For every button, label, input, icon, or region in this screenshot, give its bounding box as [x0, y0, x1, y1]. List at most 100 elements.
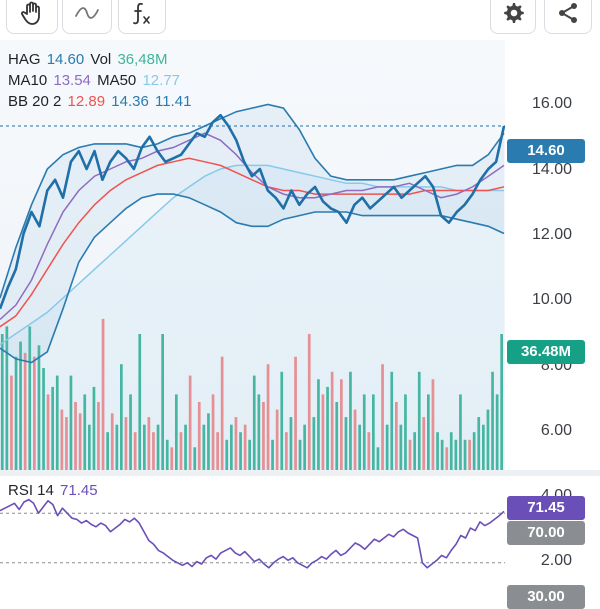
gear-icon: [504, 3, 524, 23]
rsi-label: RSI 14: [8, 482, 54, 499]
volume-bar: [69, 375, 73, 470]
ma50-value: 12.77: [142, 72, 180, 89]
volume-bar: [463, 439, 467, 470]
volume-bar: [495, 394, 499, 470]
volume-bar: [37, 345, 41, 470]
volume-bar: [115, 424, 119, 470]
draw-line-button[interactable]: [62, 0, 112, 34]
volume-bar: [285, 432, 288, 470]
volume-bar: [459, 394, 462, 470]
volume-bar: [175, 394, 178, 470]
volume-bar: [110, 413, 114, 470]
bb-middle-line: [0, 157, 505, 328]
fx-icon: [133, 2, 150, 25]
volume-bar: [5, 326, 9, 470]
volume-bar: [266, 364, 270, 470]
indicator-button[interactable]: [118, 0, 166, 34]
bb-mid-value: 12.89: [67, 93, 106, 110]
rsi-legend: RSI 14 71.45: [8, 481, 100, 501]
volume-bar: [28, 326, 32, 470]
volume-bar: [225, 439, 229, 470]
volume-bar: [298, 439, 302, 470]
bb-upper-value: 14.36: [111, 93, 149, 110]
symbol-label: HAG: [8, 51, 41, 68]
volume-bar: [23, 352, 27, 470]
volume-bar: [252, 375, 256, 470]
volume-bar: [165, 439, 169, 470]
volume-bar: [184, 424, 187, 470]
rsi-value: 71.45: [60, 482, 98, 499]
volume-bar: [330, 371, 334, 470]
share-button[interactable]: [544, 0, 592, 34]
volume-bar: [14, 356, 18, 470]
volume-bar: [60, 409, 64, 470]
volume-bar: [179, 432, 183, 470]
volume-bar: [10, 375, 13, 470]
volume-bar: [445, 447, 449, 470]
volume-bar: [289, 417, 293, 470]
price-tick: 16.00: [531, 95, 572, 112]
volume-bar: [381, 364, 384, 470]
ma10-value: 13.54: [53, 72, 91, 89]
volume-bar: [170, 447, 174, 470]
price-tick: 10.00: [531, 291, 572, 308]
volume-bar: [143, 424, 146, 470]
volume-bar: [92, 386, 96, 470]
volume-bar: [216, 432, 219, 470]
price-value: 14.60: [46, 51, 85, 68]
ma10-label: MA10: [8, 72, 48, 89]
volume-bar: [33, 356, 36, 470]
volume-bar: [202, 424, 206, 470]
volume-bar: [294, 356, 297, 470]
volume-bar: [353, 409, 357, 470]
wave-line-icon: [75, 7, 99, 19]
volume-bar: [500, 334, 503, 470]
pan-tool-button[interactable]: [6, 0, 58, 34]
price-tick: 14.00: [531, 161, 572, 178]
volume-bar: [427, 394, 430, 470]
rsi-line: [0, 498, 505, 569]
volume-bar: [472, 432, 476, 470]
volume-bar: [101, 318, 105, 470]
volume-bar: [0, 334, 4, 470]
volume-bar: [436, 432, 439, 470]
volume-bar: [280, 371, 284, 470]
volume-bar: [413, 432, 416, 470]
bb-lower-line: [0, 193, 505, 364]
volume-bar: [220, 356, 224, 470]
volume-bar: [303, 424, 306, 470]
volume-bar: [55, 375, 59, 470]
volume-bar: [197, 402, 201, 470]
volume-bar: [193, 447, 197, 470]
settings-button[interactable]: [490, 0, 536, 34]
volume-bar: [124, 417, 128, 470]
rsi-pane[interactable]: [0, 476, 505, 600]
volume-bar: [152, 432, 155, 470]
volume-bar: [340, 379, 343, 470]
volume-bar: [97, 402, 100, 470]
rsi-tick: 2.00: [540, 552, 572, 569]
volume-bar: [422, 417, 426, 470]
volume-bar: [275, 409, 279, 470]
volume-bar: [188, 375, 192, 470]
volume-bar: [230, 424, 233, 470]
volume-bar: [88, 424, 91, 470]
volume-badge: 36.48M: [507, 340, 585, 364]
pane-separator[interactable]: [0, 470, 600, 476]
volume-bar: [156, 424, 160, 470]
volume-bar: [147, 417, 151, 470]
volume-bar: [307, 334, 311, 470]
hand-icon: [21, 1, 40, 25]
volume-bar: [83, 394, 87, 470]
volume-bar: [248, 439, 251, 470]
volume-bar: [207, 413, 210, 470]
volume-bar: [376, 447, 380, 470]
volume-bar: [211, 394, 215, 470]
volume-bar: [335, 402, 339, 470]
volume-bar: [78, 413, 82, 470]
share-icon: [559, 3, 577, 23]
volume-bar: [404, 394, 407, 470]
price-badge: 14.60: [507, 139, 585, 163]
volume-bar: [317, 379, 320, 470]
